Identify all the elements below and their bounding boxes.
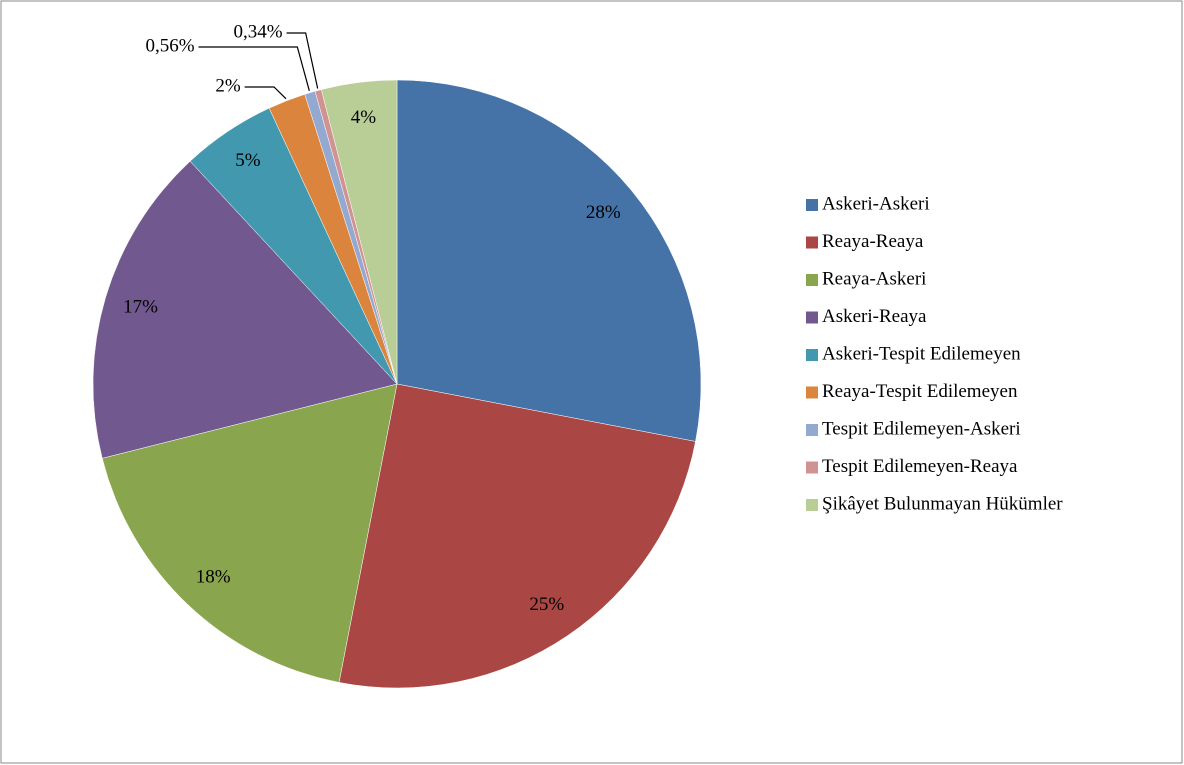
pie-slice: [92, 160, 398, 459]
data-label: 28%: [586, 202, 621, 223]
leader-line: [244, 86, 287, 100]
legend-swatch: [806, 461, 818, 474]
data-label: 17%: [123, 296, 158, 317]
leader-line: [198, 46, 310, 91]
legend-label: Askeri-Askeri: [822, 193, 930, 214]
legend-label: Reaya-Askeri: [822, 268, 926, 289]
legend-swatch: [806, 424, 818, 436]
data-label: 2%: [215, 75, 241, 96]
legend-swatch: [806, 386, 818, 399]
legend-swatch: [806, 349, 818, 361]
pie-slice: [321, 79, 398, 385]
legend-swatch: [806, 311, 818, 324]
legend-label: Tespit Edilemeyen-Reaya: [822, 456, 1018, 477]
data-label: 0,56%: [145, 35, 194, 56]
legend-label: Şikâyet Bulunmayan Hükümler: [822, 493, 1063, 514]
data-label: 25%: [529, 594, 564, 615]
leader-line: [286, 32, 319, 89]
legend-swatch: [806, 236, 818, 249]
legend-label: Askeri-Tespit Edilemeyen: [822, 343, 1021, 364]
legend-swatch: [806, 499, 818, 511]
data-label: 4%: [351, 107, 377, 128]
data-label: 18%: [196, 567, 231, 588]
legend-label: Askeri-Reaya: [822, 306, 927, 327]
data-label: 0,34%: [233, 21, 282, 42]
legend-swatch: [806, 274, 818, 286]
legend-label: Tespit Edilemeyen-Askeri: [822, 418, 1021, 439]
legend-label: Reaya-Tespit Edilemeyen: [822, 381, 1018, 402]
data-label: 5%: [235, 150, 261, 171]
pie-slice: [338, 383, 696, 689]
legend-label: Reaya-Reaya: [822, 231, 924, 252]
pie-slice: [396, 79, 702, 442]
legend-swatch: [806, 199, 818, 211]
pie-slice: [101, 383, 398, 683]
